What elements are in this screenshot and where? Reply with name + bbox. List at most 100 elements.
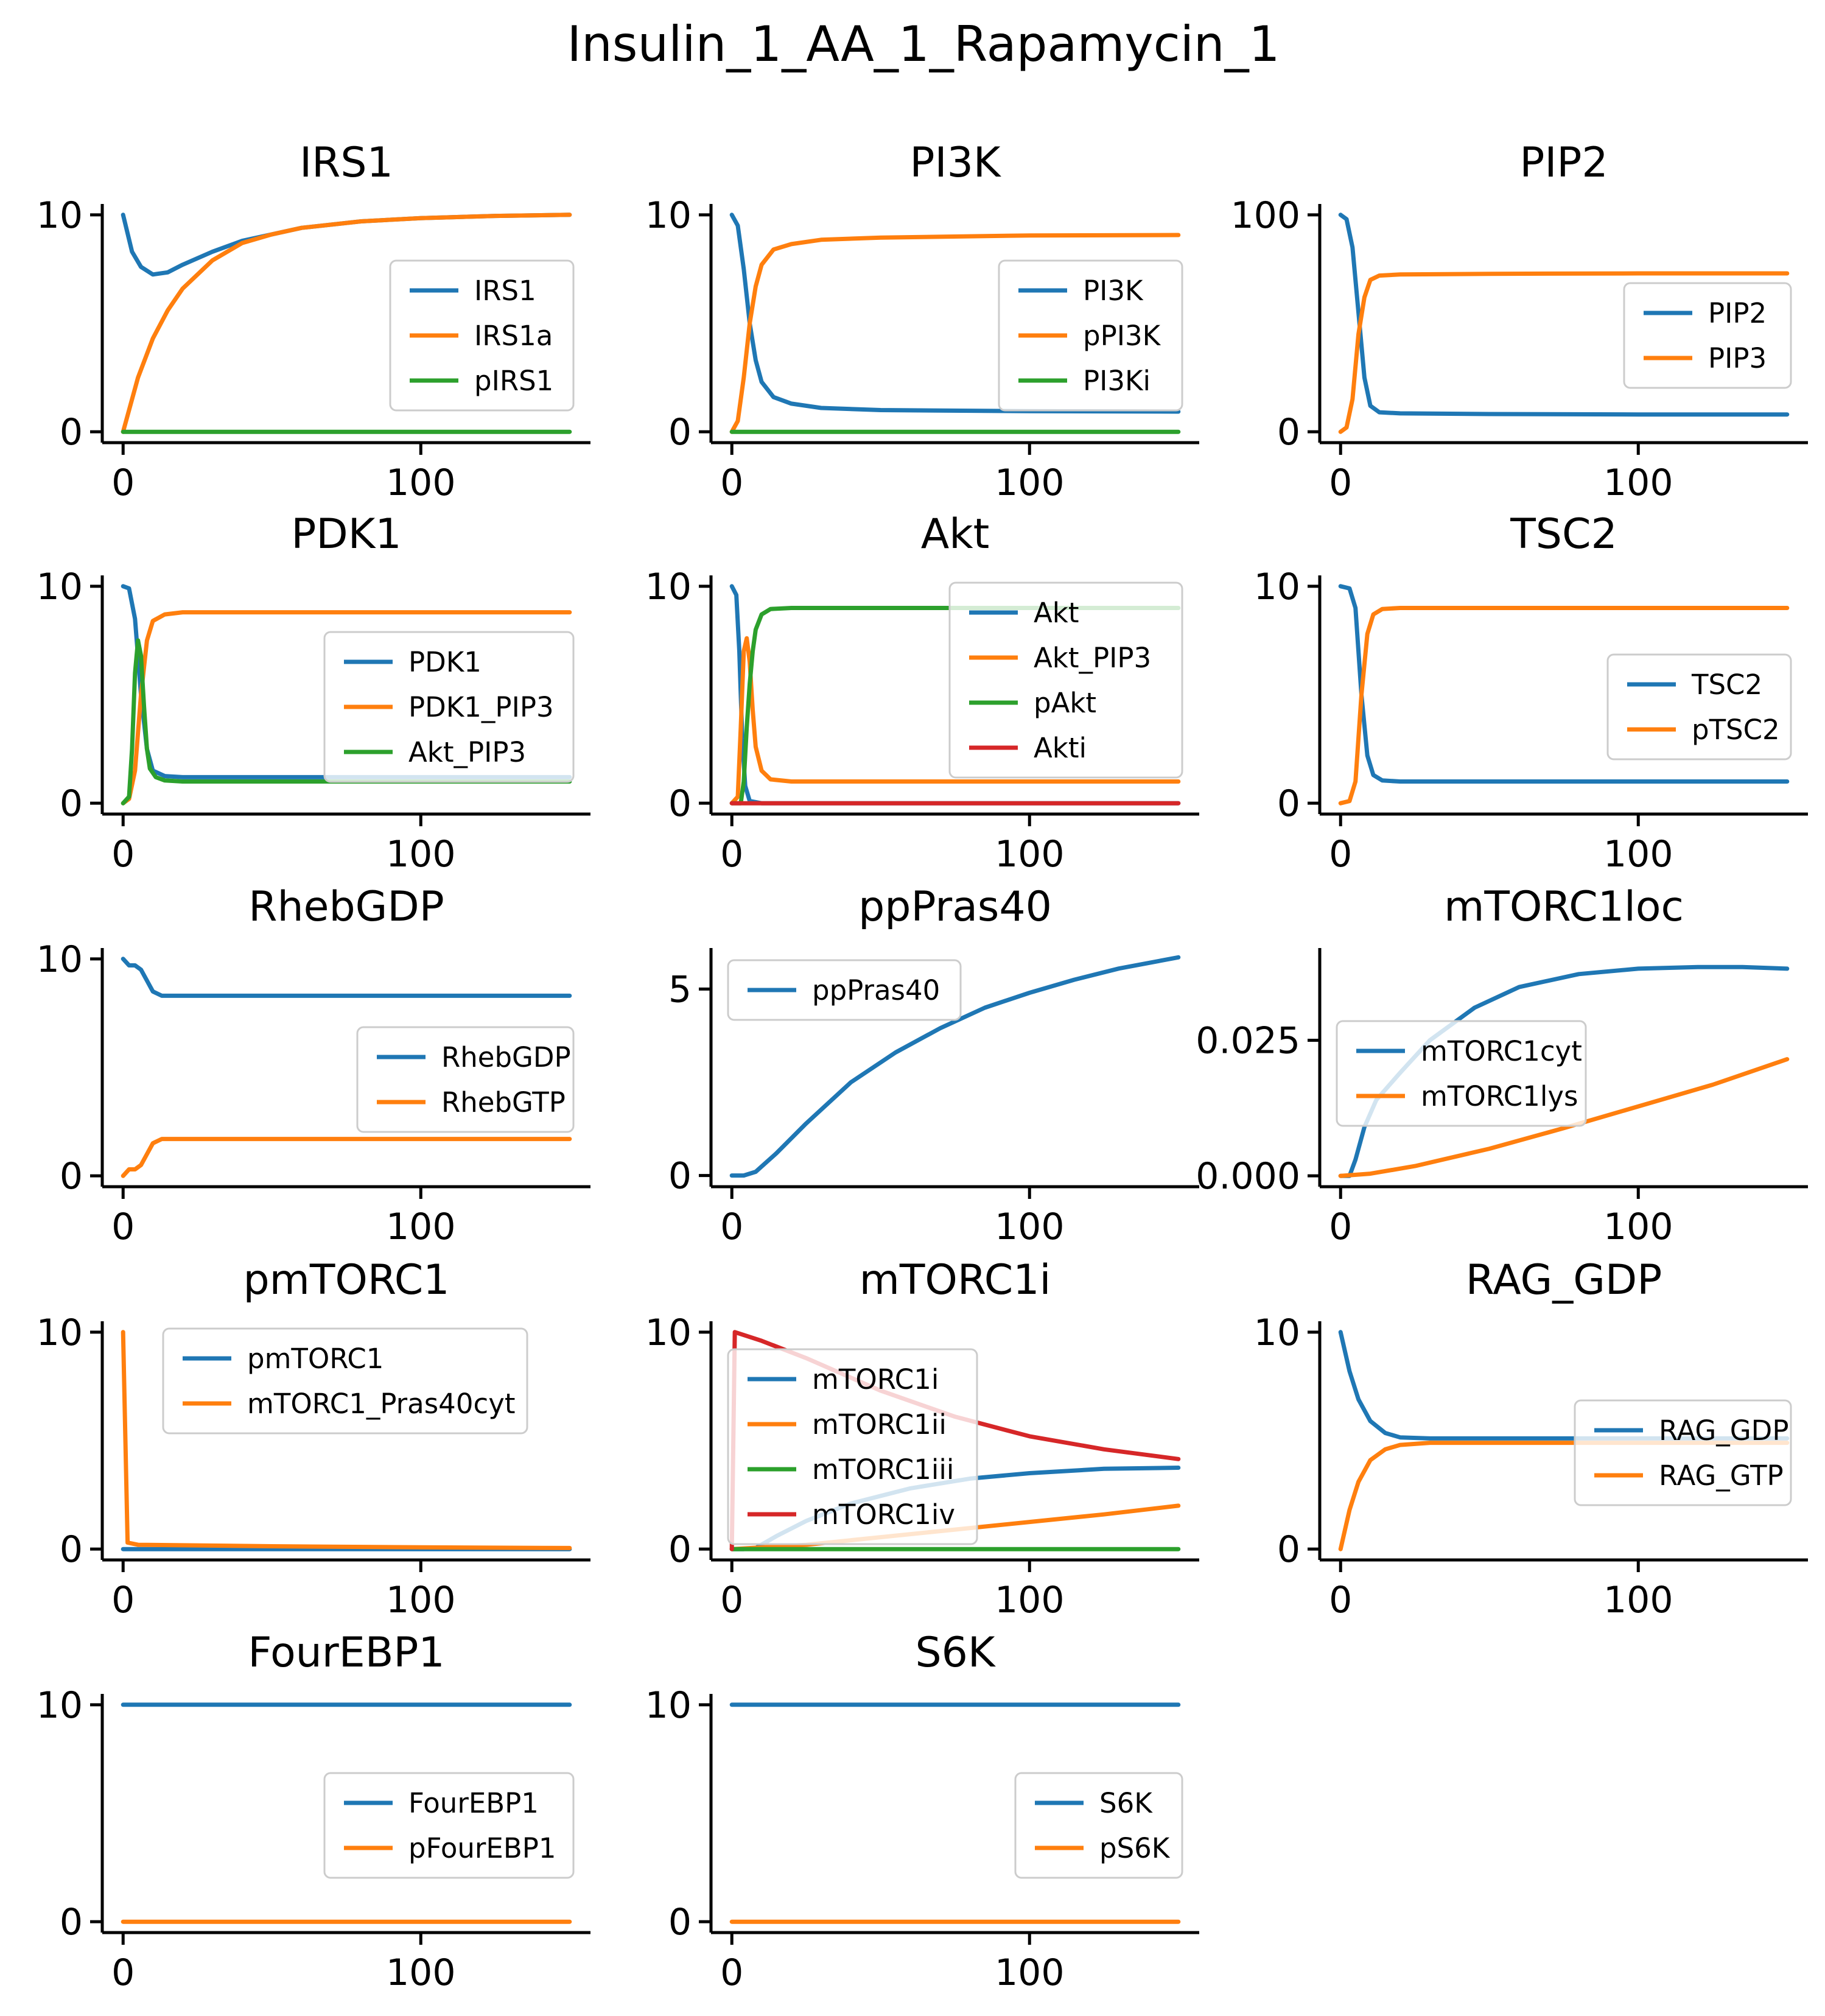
y-tick-label: 0 <box>1277 1528 1300 1571</box>
legend-frame <box>1606 653 1792 760</box>
y-tick-label: 10 <box>1254 1312 1300 1354</box>
y-tick-label: 10 <box>37 938 83 981</box>
legend-label-mtorc1iii: mTORC1iii <box>812 1453 954 1486</box>
legend-label-ppi3k: pPI3K <box>1083 320 1161 352</box>
x-tick-label: 0 <box>720 833 743 876</box>
series-line-pip2 <box>1338 212 1790 417</box>
y-tick-label: 0 <box>668 1528 692 1571</box>
series-line-mtorc1lys <box>1338 1057 1790 1178</box>
y-tick-label: 10 <box>645 1684 692 1727</box>
legend-label-pakt: pAkt <box>1034 687 1096 719</box>
subplot-pmtorc1: pmTORC1 0 100 0 10 pmTORC1 mTORC1_Pras40cyt <box>37 1256 590 1621</box>
subplot-title: mTORC1i <box>860 1256 1051 1304</box>
legend: mTORC1i mTORC1ii mTORC1iii mTORC1iv <box>727 1348 978 1545</box>
series-line-rhebgtp <box>121 1137 572 1178</box>
series-line-irs1a <box>121 212 572 434</box>
legend-label-irs1: IRS1 <box>474 275 536 307</box>
legend-label-akt-pip3: Akt_PIP3 <box>408 736 526 768</box>
y-tick-label: 5 <box>668 968 692 1011</box>
x-tick-label: 0 <box>111 1951 135 1994</box>
series-line-ptsc2 <box>1338 606 1790 806</box>
series-line-rhebgdp <box>121 957 572 998</box>
y-tick-label: 0 <box>60 1155 83 1198</box>
legend-label-irs1a: IRS1a <box>474 320 553 352</box>
legend-frame <box>1014 1772 1183 1879</box>
series-line-pdk1-pip3 <box>121 610 572 806</box>
y-tick-label: 10 <box>37 1312 83 1354</box>
series-line-rag-gdp <box>1338 1330 1790 1441</box>
legend: ppPras40 <box>727 959 962 1021</box>
legend: RhebGDP RhebGTP <box>356 1026 575 1133</box>
legend-label-mtorc1ii: mTORC1ii <box>812 1408 947 1441</box>
subplot-title: pmTORC1 <box>243 1256 449 1304</box>
series-line-akt-pip3 <box>121 638 572 806</box>
legend: FourEBP1 pFourEBP1 <box>323 1772 575 1879</box>
legend-label-mtorc1i: mTORC1i <box>812 1363 939 1396</box>
y-tick-label: 10 <box>645 566 692 608</box>
legend-label-pdk1: PDK1 <box>408 646 482 678</box>
subplot-rag-gdp: RAG_GDP 0 100 0 10 RAG_GDP RAG_GTP <box>1254 1256 1808 1621</box>
subplot-rhebgdp: RhebGDP 0 100 0 10 RhebGDP RhebGTP <box>37 883 590 1248</box>
y-tick-label: 0.000 <box>1196 1155 1300 1198</box>
legend-label-mtorc1cyt: mTORC1cyt <box>1421 1035 1582 1067</box>
x-tick-label: 100 <box>995 1206 1065 1248</box>
y-tick-label: 0 <box>668 782 692 825</box>
x-tick-label: 100 <box>995 462 1065 504</box>
subplot-title: mTORC1loc <box>1444 883 1684 931</box>
legend-frame <box>727 959 962 1021</box>
y-tick-label: 0.025 <box>1196 1019 1300 1062</box>
legend-label-pi3k: PI3K <box>1083 275 1144 307</box>
series-line-pakt <box>729 606 1181 806</box>
legend-label-pdk1-pip3: PDK1_PIP3 <box>408 691 554 723</box>
subplot-irs1: IRS1 0 100 0 10 IRS1 IRS1a pIRS1 <box>37 139 590 504</box>
x-tick-label: 0 <box>111 1206 135 1248</box>
subplot-mtorc1loc: mTORC1loc 0 100 0.000 0.025 mTORC1cyt mTORC1ly… <box>1196 883 1808 1248</box>
legend-label-ptsc2: pTSC2 <box>1692 714 1780 746</box>
legend-frame <box>948 581 1183 779</box>
series-line-tsc2 <box>1338 584 1790 784</box>
legend: TSC2 pTSC2 <box>1606 653 1792 760</box>
subplot-pi3k: PI3K 0 100 0 10 PI3K pPI3K PI3Ki <box>645 139 1199 504</box>
y-tick-label: 0 <box>668 411 692 454</box>
legend-frame <box>1623 282 1792 389</box>
legend-frame <box>356 1026 575 1133</box>
legend-label-mtorc1iv: mTORC1iv <box>812 1498 955 1531</box>
legend-label-pppras40: ppPras40 <box>812 974 940 1006</box>
subplot-pip2: PIP2 0 100 0 100 PIP2 PIP3 <box>1230 139 1808 504</box>
subplot-title: ppPras40 <box>858 883 1052 931</box>
subplot-title: IRS1 <box>299 139 393 187</box>
x-tick-label: 100 <box>386 1951 456 1994</box>
subplot-title: PI3K <box>910 139 1002 187</box>
subplot-akt: Akt 0 100 0 10 Akt Akt_PIP3 pAkt Akti <box>645 510 1199 876</box>
legend-label-rag-gtp: RAG_GTP <box>1659 1459 1784 1492</box>
subplot-title: RhebGDP <box>248 883 444 931</box>
y-tick-label: 0 <box>668 1155 692 1198</box>
legend-frame <box>998 259 1183 412</box>
y-tick-label: 0 <box>60 1901 83 1944</box>
legend: mTORC1cyt mTORC1lys <box>1336 1020 1587 1127</box>
legend-label-s6k: S6K <box>1099 1787 1153 1819</box>
x-tick-label: 100 <box>386 1579 456 1621</box>
subplot-title: S6K <box>915 1629 996 1677</box>
legend-label-akt: Akt <box>1034 597 1079 629</box>
legend: PIP2 PIP3 <box>1623 282 1792 389</box>
x-tick-label: 0 <box>1329 462 1352 504</box>
x-tick-label: 0 <box>1329 833 1352 876</box>
y-tick-label: 10 <box>1254 566 1300 608</box>
legend: Akt Akt_PIP3 pAkt Akti <box>948 581 1183 779</box>
legend-label-mtorc1lys: mTORC1lys <box>1421 1080 1578 1112</box>
figure-title: Insulin_1_AA_1_Rapamycin_1 <box>567 16 1280 72</box>
legend: pmTORC1 mTORC1_Pras40cyt <box>162 1327 528 1435</box>
y-tick-label: 0 <box>60 1528 83 1571</box>
legend-label-ps6k: pS6K <box>1099 1832 1171 1864</box>
legend: IRS1 IRS1a pIRS1 <box>389 259 575 412</box>
subplot-pdk1: PDK1 0 100 0 10 PDK1 PDK1_PIP3 Akt_PIP3 <box>37 510 590 876</box>
subplot-title: PDK1 <box>291 510 401 558</box>
legend-label-mtorc1-pras40cyt: mTORC1_Pras40cyt <box>247 1388 515 1420</box>
legend-label-rhebgdp: RhebGDP <box>441 1041 571 1073</box>
x-tick-label: 0 <box>111 833 135 876</box>
legend: S6K pS6K <box>1014 1772 1183 1879</box>
x-tick-label: 100 <box>995 1579 1065 1621</box>
